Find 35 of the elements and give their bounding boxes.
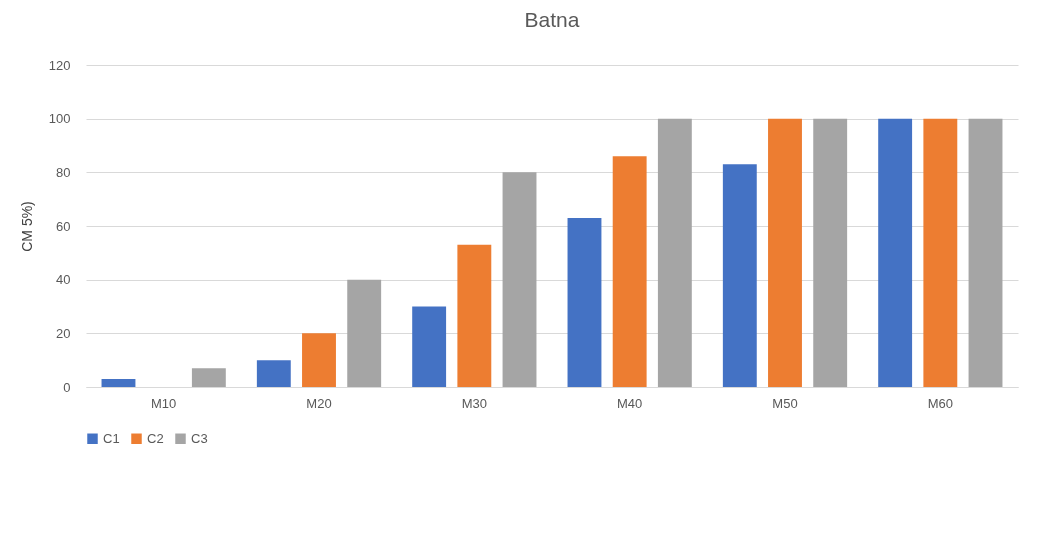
- bar: [191, 368, 226, 387]
- x-tick-label: M50: [772, 395, 798, 411]
- y-tick-label: 80: [56, 164, 71, 180]
- y-tick-label: 40: [56, 272, 71, 288]
- y-axis-title: CM 5%): [18, 201, 35, 252]
- bar: [302, 333, 336, 387]
- y-tick-label: 0: [63, 379, 71, 395]
- y-tick-label: 20: [56, 325, 71, 341]
- legend-label: C2: [147, 430, 164, 446]
- bar: [878, 118, 913, 387]
- x-tick-label: M40: [617, 395, 643, 411]
- bar: [567, 217, 602, 387]
- x-tick-label: M10: [151, 395, 177, 411]
- bar: [457, 244, 492, 387]
- bar: [612, 156, 647, 387]
- x-tick-label: M20: [306, 395, 332, 411]
- bar: [722, 164, 757, 387]
- y-tick-label: 100: [48, 111, 71, 127]
- bar: [968, 118, 1003, 387]
- bar: [813, 118, 848, 387]
- bar: [923, 118, 958, 387]
- bar: [101, 378, 136, 387]
- bar: [768, 118, 802, 387]
- bar: [347, 279, 382, 387]
- bar: [657, 118, 692, 387]
- legend-label: C3: [191, 430, 208, 446]
- y-tick-label: 60: [56, 218, 71, 234]
- bar: [502, 172, 537, 387]
- x-tick-label: M60: [927, 395, 953, 411]
- bar: [412, 306, 447, 387]
- legend-label: C1: [103, 430, 120, 446]
- chart-title: Batna: [524, 8, 580, 31]
- x-tick-label: M30: [461, 395, 487, 411]
- bar: [256, 360, 291, 387]
- y-tick-label: 120: [48, 57, 71, 73]
